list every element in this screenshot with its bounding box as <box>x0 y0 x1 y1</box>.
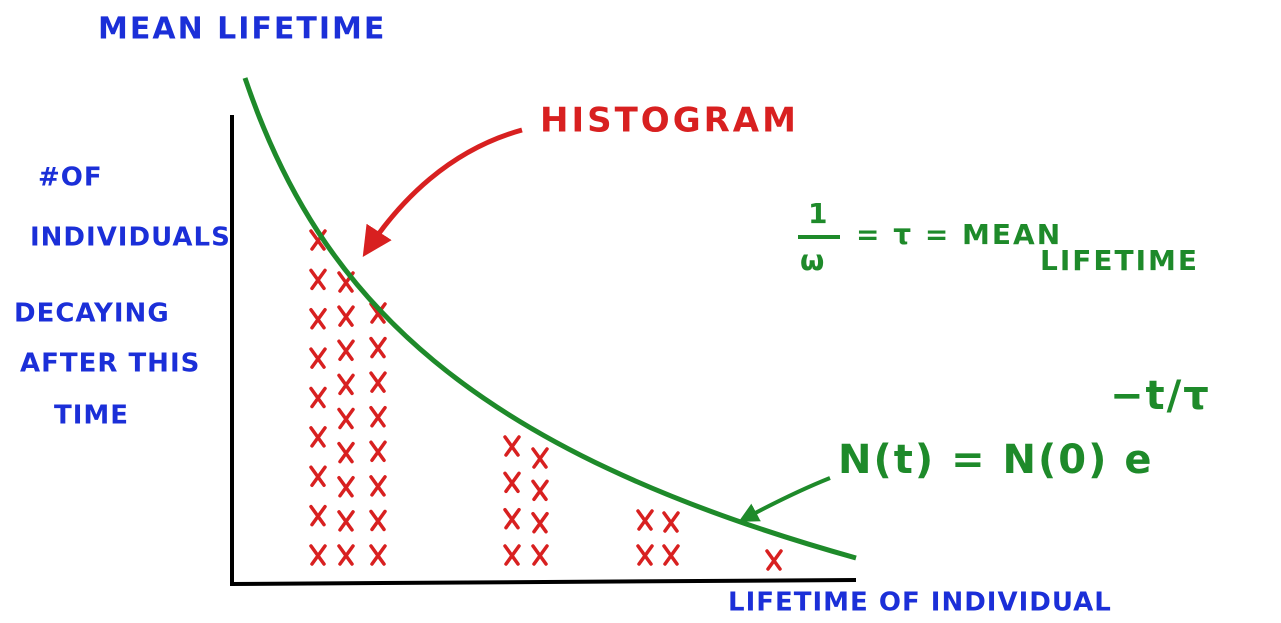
x-mark <box>533 546 547 564</box>
y-axis-label-line: INDIVIDUALS <box>30 223 231 253</box>
y-axis-label-line: #OF <box>38 163 103 193</box>
x-mark <box>638 511 652 529</box>
x-mark <box>311 428 325 446</box>
x-mark <box>311 270 325 288</box>
x-axis-label: LIFETIME OF INDIVIDUAL <box>728 588 1112 618</box>
x-mark <box>339 341 353 359</box>
x-mark <box>505 546 519 564</box>
x-mark <box>339 546 353 564</box>
histogram-marks <box>311 231 781 569</box>
page: MEAN LIFETIME #OF INDIVIDUALS DECAYING A… <box>0 0 1281 623</box>
x-mark <box>311 467 325 485</box>
mean-lifetime-equation: = τ = MEAN <box>856 218 1062 251</box>
x-mark <box>371 339 385 357</box>
mean-lifetime-line2: LIFETIME <box>1040 244 1199 277</box>
x-mark <box>371 511 385 529</box>
x-mark <box>371 477 385 495</box>
x-mark <box>339 478 353 496</box>
formula: N(t) = N(0) e <box>838 437 1153 483</box>
x-mark <box>339 444 353 462</box>
y-axis-label-line: AFTER THIS <box>20 349 200 379</box>
x-mark <box>664 513 678 531</box>
x-mark <box>371 546 385 564</box>
x-axis <box>232 580 856 584</box>
fraction-numerator: 1 <box>808 197 829 230</box>
x-mark <box>311 310 325 328</box>
x-mark <box>664 546 678 564</box>
decay-curve <box>245 78 856 558</box>
x-mark <box>533 449 547 467</box>
x-mark <box>339 375 353 393</box>
x-mark <box>533 514 547 532</box>
x-mark <box>311 546 325 564</box>
x-mark <box>767 551 781 569</box>
formula-exponent: −t/τ <box>1110 373 1211 419</box>
x-mark <box>505 510 519 528</box>
x-mark <box>505 473 519 491</box>
x-mark <box>371 373 385 391</box>
fraction-denominator: ω <box>800 244 826 277</box>
y-axis-label-line: DECAYING <box>14 299 170 329</box>
x-mark <box>533 481 547 499</box>
x-mark <box>371 442 385 460</box>
histogram-label: HISTOGRAM <box>540 101 799 141</box>
histogram-arrow <box>366 130 522 252</box>
y-axis-label-line: TIME <box>54 401 129 431</box>
title: MEAN LIFETIME <box>98 12 386 47</box>
x-mark <box>371 408 385 426</box>
x-mark <box>505 437 519 455</box>
x-mark <box>311 507 325 525</box>
x-mark <box>311 349 325 367</box>
x-mark <box>339 410 353 428</box>
x-mark <box>339 512 353 530</box>
x-mark <box>311 389 325 407</box>
x-mark <box>638 546 652 564</box>
x-mark <box>339 307 353 325</box>
diagram: MEAN LIFETIME #OF INDIVIDUALS DECAYING A… <box>0 0 1281 623</box>
formula-arrow <box>742 478 830 520</box>
